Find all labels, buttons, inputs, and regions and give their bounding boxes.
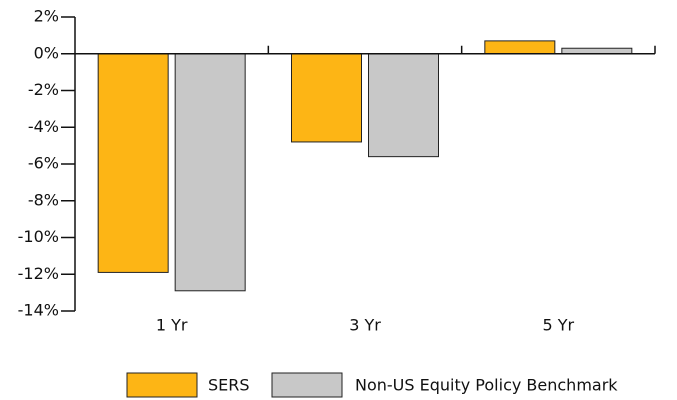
y-tick-label: -6% bbox=[28, 154, 59, 173]
legend-label: Non-US Equity Policy Benchmark bbox=[355, 376, 618, 395]
y-tick-label: -14% bbox=[18, 301, 59, 320]
x-tick-label: 3 Yr bbox=[349, 316, 381, 335]
x-tick-label: 5 Yr bbox=[543, 316, 575, 335]
bar bbox=[561, 47, 633, 55]
bar bbox=[484, 40, 556, 55]
legend-swatch bbox=[271, 372, 343, 398]
y-tick-label: -10% bbox=[18, 227, 59, 246]
y-tick-label: -8% bbox=[28, 190, 59, 209]
x-tick-label: 1 Yr bbox=[156, 316, 188, 335]
legend-label: SERS bbox=[208, 376, 250, 395]
y-tick-label: -4% bbox=[28, 117, 59, 136]
legend-swatch bbox=[126, 372, 198, 398]
bar bbox=[368, 53, 439, 158]
bar bbox=[97, 53, 169, 273]
y-tick-label: -12% bbox=[18, 264, 59, 283]
y-tick-label: 0% bbox=[34, 43, 59, 62]
y-tick-label: 2% bbox=[34, 7, 59, 26]
bar bbox=[291, 53, 362, 143]
bar bbox=[174, 53, 246, 292]
y-tick-label: -2% bbox=[28, 80, 59, 99]
